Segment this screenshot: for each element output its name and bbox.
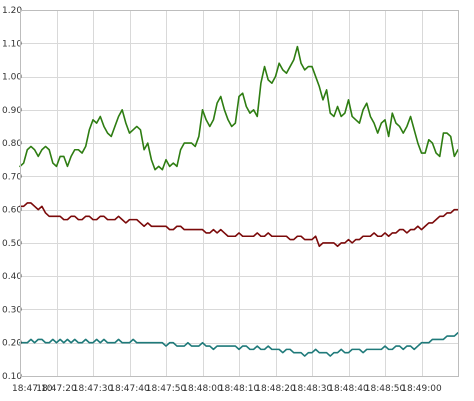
y-tick-label: 0.50 — [2, 239, 22, 249]
x-tick-label: 18:47:10 — [12, 384, 53, 394]
y-tick-label: 0.70 — [2, 172, 22, 182]
y-tick-label: 0.30 — [2, 305, 22, 315]
x-tick-label: 18:47:30 — [73, 384, 114, 394]
y-tick-label: 0.90 — [2, 106, 22, 116]
series-line-1 — [19, 45, 459, 171]
y-tick-label: 1.10 — [2, 39, 22, 49]
series-line-2 — [19, 202, 459, 248]
x-tick-label: 18:48:20 — [255, 384, 296, 394]
series-line-3 — [19, 331, 459, 357]
x-tick-label: 18:48:00 — [182, 384, 223, 394]
grid-layer — [20, 10, 458, 377]
y-tick-label: 1.00 — [2, 73, 22, 83]
x-tick-label: 18:48:10 — [219, 384, 260, 394]
x-tick-label: 18:49:00 — [401, 384, 442, 394]
x-tick-label: 18:48:30 — [292, 384, 333, 394]
y-tick-label: 0.80 — [2, 139, 22, 149]
y-tick-label: 0.10 — [2, 372, 22, 382]
plot-frame — [20, 10, 459, 377]
y-tick-label: 1.20 — [2, 6, 22, 16]
x-tick-label: 18:48:50 — [365, 384, 406, 394]
x-tick-label: 18:47:50 — [146, 384, 187, 394]
x-tick-label: 18:47:20 — [36, 384, 77, 394]
y-tick-label: 0.60 — [2, 206, 22, 216]
x-tick-label: 18:48:40 — [328, 384, 369, 394]
series-layer — [19, 45, 459, 357]
y-tick-label: 0.40 — [2, 272, 22, 282]
y-axis-tick-labels: 0.10 0.20 0.30 0.40 0.50 0.60 0.70 0.80 0.90 1.00… — [2, 6, 22, 382]
x-tick-label: 18:47:40 — [109, 384, 150, 394]
y-tick-label: 0.20 — [2, 339, 22, 349]
x-axis-tick-labels: 18:47:1018:47:2018:47:3018:47:4018:47:50… — [12, 384, 442, 394]
